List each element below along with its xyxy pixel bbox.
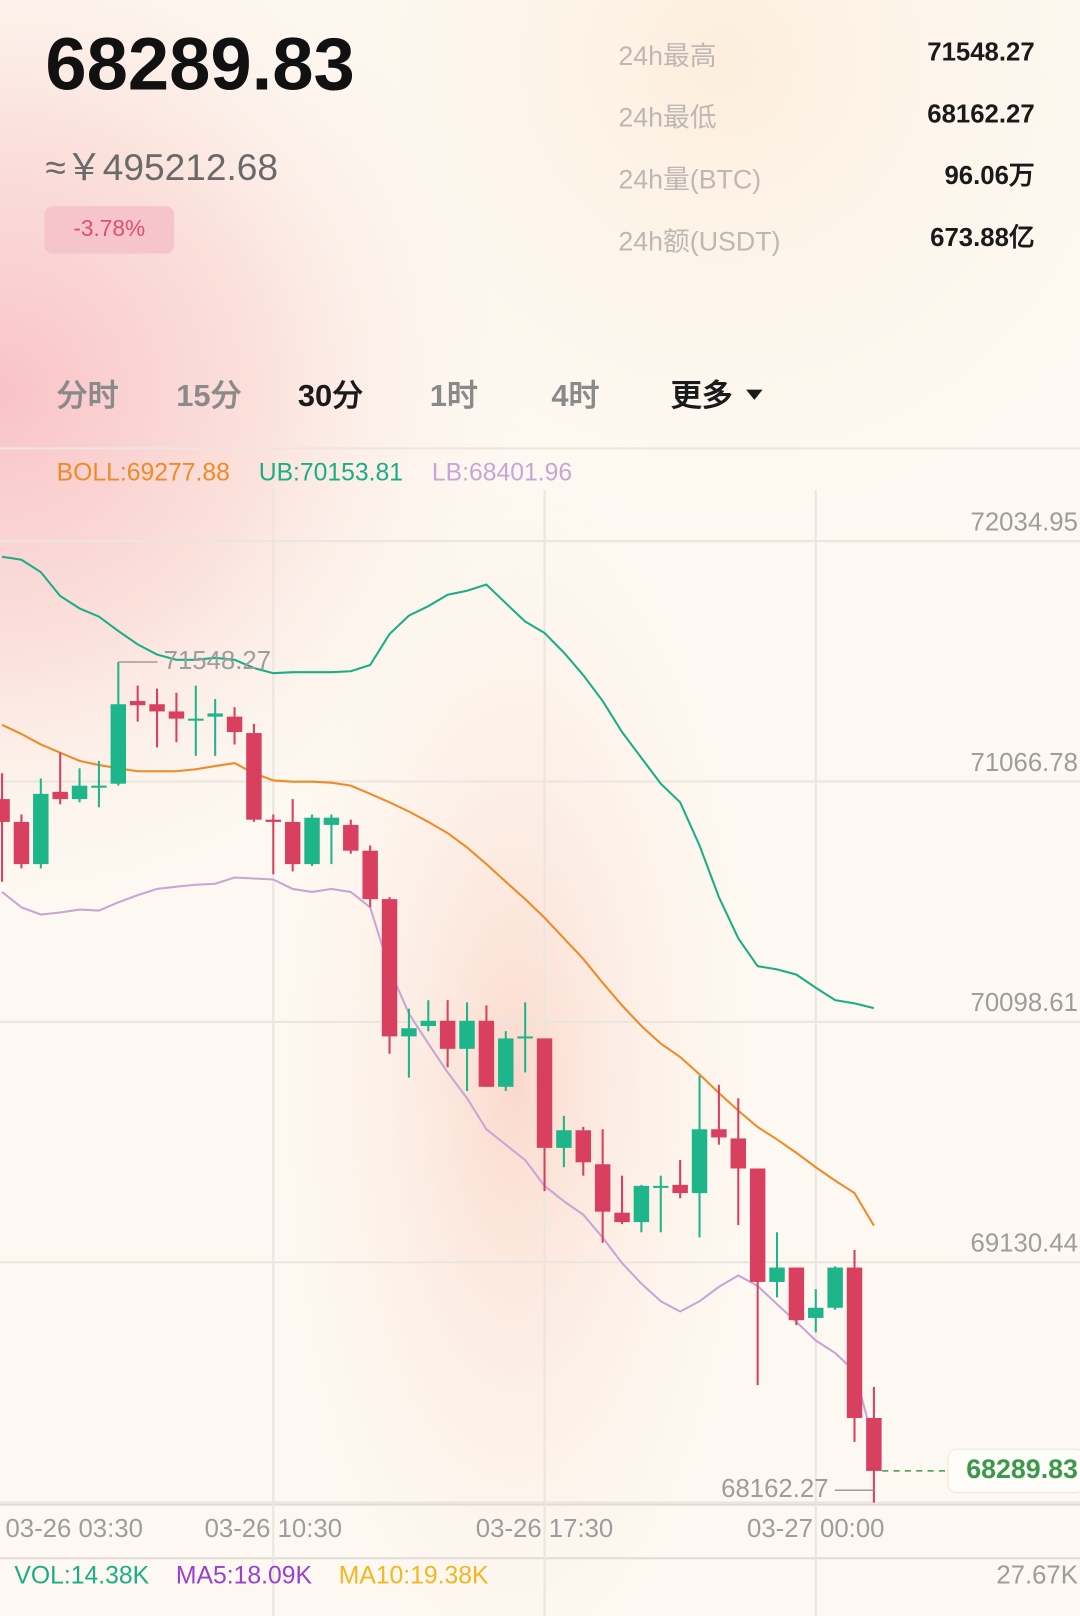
candle-body [381, 899, 398, 1037]
stat-label: 24h最低 [618, 103, 716, 133]
tab[interactable]: 15分 [176, 378, 241, 413]
x-tick-label: 03-26 10:30 [205, 1515, 342, 1543]
candle-body [91, 785, 107, 788]
stat-value: 68162.27 [927, 100, 1034, 128]
candle-body [265, 819, 282, 822]
candle-body [284, 821, 301, 865]
candle-body [575, 1130, 592, 1163]
candle-body [498, 1038, 514, 1087]
last-price: 68289.83 [45, 23, 354, 106]
candle-body [614, 1212, 630, 1223]
candle-body [459, 1020, 475, 1049]
x-tick-label: 03-27 00:00 [747, 1515, 884, 1543]
candle-body [323, 817, 340, 825]
candle-body [556, 1130, 572, 1148]
volume-scale-label: 27.67K [996, 1562, 1078, 1590]
boll-line [1, 723, 875, 1227]
candle-body [672, 1184, 688, 1194]
stat-value: 96.06万 [944, 162, 1034, 190]
volume-indicator: MA5:18.09K [176, 1562, 313, 1589]
candle-body [846, 1267, 863, 1418]
volume-indicator: VOL:14.38K [14, 1562, 149, 1589]
candle-body [188, 718, 204, 721]
candle-body [343, 824, 359, 851]
cny-price: ≈￥495212.68 [45, 146, 278, 188]
indicator-legend: LB:68401.96 [432, 460, 572, 487]
stat-value: 71548.27 [927, 38, 1034, 66]
dropdown-arrow [746, 389, 763, 400]
stat-label: 24h额(USDT) [618, 226, 780, 256]
x-tick-label: 03-26 03:30 [5, 1515, 142, 1543]
y-tick-label: 71066.78 [971, 749, 1078, 777]
boll-line [1, 876, 875, 1444]
candle-body [653, 1185, 669, 1188]
candle-body [788, 1267, 805, 1321]
y-tick-label: 69130.44 [971, 1230, 1078, 1258]
background-glow [0, 412, 1080, 1616]
high-marker-label: 71548.27 [164, 647, 271, 675]
candle-body [207, 713, 223, 717]
candle-body [691, 1129, 708, 1194]
change-percent: -3.78% [73, 215, 145, 241]
candle-body [168, 711, 185, 719]
candle-body [866, 1417, 882, 1471]
candle-body [110, 704, 127, 784]
y-tick-label: 72034.95 [971, 508, 1078, 536]
x-tick-label: 03-26 17:30 [476, 1515, 613, 1543]
volume-indicator: MA10:19.38K [339, 1562, 489, 1589]
tab[interactable]: 1时 [430, 378, 478, 413]
candle-body [439, 1020, 456, 1049]
tab[interactable]: 4时 [551, 378, 599, 413]
candle-body [149, 704, 165, 712]
stats: 24h最高 71548.27 24h最低 68162.27 24h量(BTC) 96.06… [618, 38, 1034, 256]
low-marker-label: 68162.27 [721, 1475, 828, 1503]
candle-body [827, 1267, 843, 1308]
y-tick-label: 70098.61 [971, 989, 1078, 1017]
stat-label: 24h量(BTC) [618, 165, 761, 195]
candle-body [401, 1028, 417, 1037]
candle-body [304, 817, 320, 865]
candle-body [730, 1138, 747, 1169]
stat-value: 673.88亿 [930, 223, 1035, 252]
candle-body [246, 733, 262, 820]
tab[interactable]: 分时 [57, 378, 119, 413]
candle-body [13, 821, 30, 865]
candle-body [478, 1020, 495, 1087]
candle-body [0, 799, 10, 822]
candle-body [71, 785, 88, 800]
indicator-legend: UB:70153.81 [259, 460, 403, 487]
chart: BOLL:69277.88 UB:70153.81 LB:68401.96 72034… [0, 460, 1080, 1616]
tab-more[interactable]: 更多 [671, 378, 733, 413]
candle-body [52, 791, 68, 800]
candle-body [33, 793, 49, 865]
change-badge [44, 206, 175, 254]
candle-body [226, 716, 243, 733]
candle-body [594, 1164, 611, 1212]
stat-label: 24h最高 [618, 41, 716, 71]
candle-body [536, 1038, 553, 1148]
candle-body [362, 850, 378, 900]
last-price-tag [947, 1448, 1080, 1494]
candle-body [129, 701, 146, 706]
candle-body [420, 1020, 437, 1026]
boll-line [1, 555, 875, 1010]
candle-body [711, 1129, 727, 1138]
candle-body [633, 1185, 650, 1223]
indicator-legend: BOLL:69277.88 [57, 460, 230, 487]
candle-body [769, 1267, 785, 1282]
tab[interactable]: 30分 [298, 378, 363, 413]
candle-body [808, 1307, 824, 1318]
candle-body [517, 1036, 533, 1039]
candle-body [749, 1168, 766, 1282]
last-price-label: 68289.83 [966, 1454, 1078, 1484]
